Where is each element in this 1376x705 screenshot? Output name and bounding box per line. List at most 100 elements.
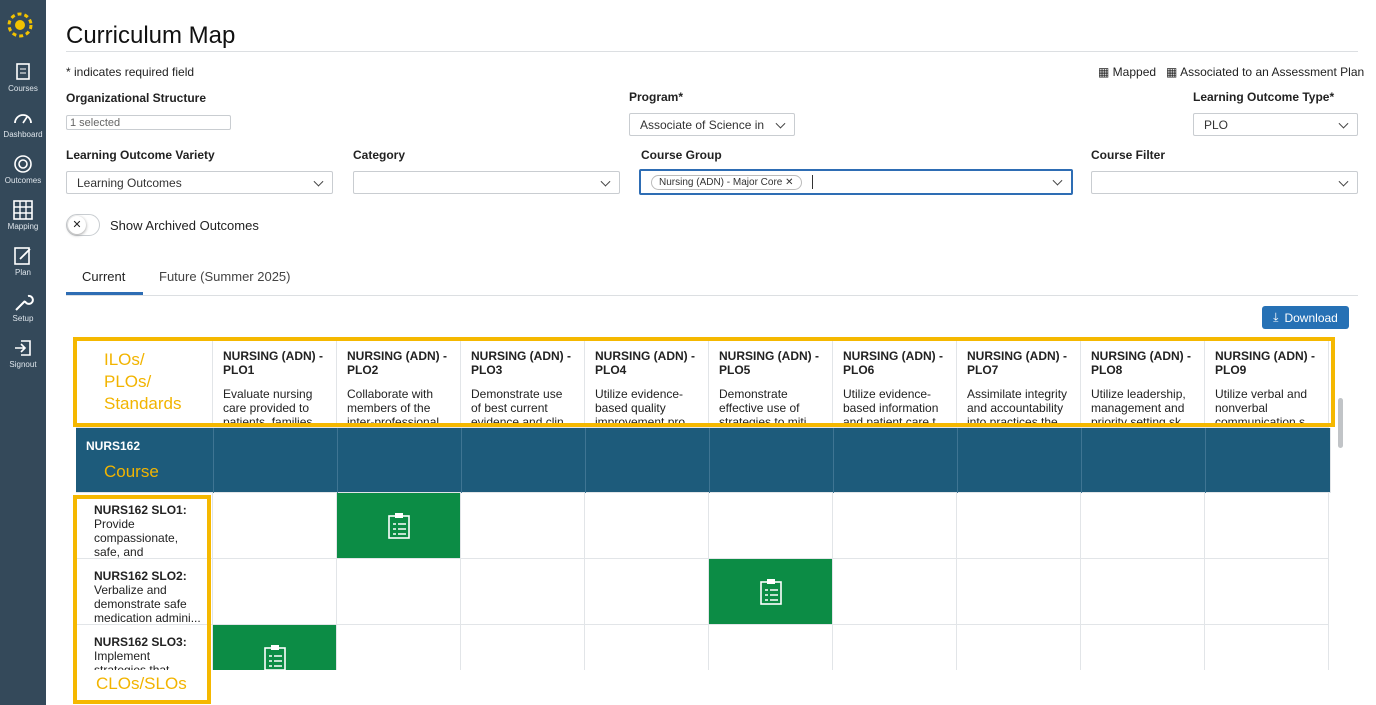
map-cell[interactable] (709, 625, 833, 670)
outcome-text: Assimilate integrity and accountability … (967, 387, 1068, 428)
outcome-code: NURSING (ADN) - PLO1 (223, 349, 323, 377)
course-filter-select[interactable] (1091, 171, 1358, 194)
map-cell[interactable] (833, 493, 957, 559)
corner-cell (76, 340, 213, 428)
logo (7, 12, 33, 38)
nav-item[interactable]: Courses (0, 62, 46, 93)
outcome-header: NURSING (ADN) - PLO3 Demonstrate use of b… (461, 340, 585, 428)
label: Organizational Structure (66, 91, 207, 105)
label: Course Group (641, 148, 722, 162)
tab[interactable]: Current (82, 269, 126, 284)
map-cell[interactable] (957, 625, 1081, 670)
page-title: Curriculum Map (66, 22, 236, 49)
button-text: Download (1284, 310, 1338, 325)
map-cell[interactable] (213, 559, 337, 625)
course-cell (461, 428, 585, 493)
map-cell[interactable] (461, 625, 585, 670)
nav-item[interactable]: Mapping (0, 200, 46, 231)
nav-item[interactable]: Plan (0, 246, 46, 277)
outcome-code: NURSING (ADN) - PLO4 (595, 349, 695, 377)
nav-label: Dashboard (3, 130, 43, 139)
legend-text: Associated to an Assessment Plan (1180, 65, 1365, 79)
course-cell (1205, 428, 1329, 493)
map-cell[interactable] (957, 559, 1081, 625)
label: Learning Outcome Variety (66, 148, 215, 162)
outcome-code: NURSING (ADN) - PLO3 (471, 349, 571, 377)
org-select[interactable]: 1 selected (66, 115, 231, 130)
chip-text: Nursing (ADN) - Major Core (659, 176, 783, 188)
slo-code: NURS162 SLO3: (94, 635, 187, 649)
nav-item[interactable]: Dashboard (0, 108, 46, 139)
outcome-code: NURSING (ADN) - PLO2 (347, 349, 447, 377)
nav-icon (13, 200, 33, 220)
outcome-text: Utilize verbal and nonverbal communicati… (1215, 387, 1308, 428)
map-cell[interactable] (833, 625, 957, 670)
course-cell (833, 428, 957, 493)
slo-code: NURS162 SLO1: (94, 503, 187, 517)
annotation-box (73, 337, 1335, 427)
map-cell[interactable] (1205, 559, 1329, 625)
outcome-code: NURSING (ADN) - PLO6 (843, 349, 943, 377)
category-select[interactable] (353, 171, 620, 194)
map-cell[interactable] (1081, 625, 1205, 670)
mapped-icon (759, 578, 782, 605)
annotation: CLOs/SLOs (96, 674, 187, 693)
nav-item[interactable]: Outcomes (0, 154, 46, 185)
annotation-box (73, 495, 211, 704)
map-cell[interactable] (337, 625, 461, 670)
tab[interactable]: Future (Summer 2025) (159, 269, 291, 284)
slo-text: Provide compassionate, safe, and cultura… (94, 517, 179, 559)
map-cell[interactable] (709, 493, 833, 559)
map-cell[interactable] (1081, 559, 1205, 625)
mapped-cell[interactable] (337, 493, 461, 559)
nav-label: Setup (12, 314, 34, 323)
nav-label: Plan (14, 268, 31, 277)
course-cell (1081, 428, 1205, 493)
download-button[interactable]: ⤓ Download (1262, 306, 1349, 329)
slo-text: Verbalize and demonstrate safe medicatio… (94, 583, 201, 625)
map-cell[interactable] (213, 493, 337, 559)
course-cell (957, 428, 1081, 493)
nav-item[interactable]: Signout (0, 338, 46, 369)
variety-select[interactable]: Learning Outcomes (66, 171, 333, 194)
mapped-cell[interactable] (709, 559, 833, 625)
map-cell[interactable] (461, 493, 585, 559)
map-cell[interactable] (1081, 493, 1205, 559)
select-value: Learning Outcomes (77, 175, 182, 190)
nav-label: Courses (8, 84, 38, 93)
outcome-row-header: NURS162 SLO3:Implement strategies that m… (76, 625, 213, 670)
label: Program* (629, 90, 684, 104)
map-cell[interactable] (337, 559, 461, 625)
nav-label: Mapping (7, 222, 39, 231)
course-group-select[interactable]: Nursing (ADN) - Major Core ✕ (639, 169, 1073, 195)
mapped-cell[interactable] (213, 625, 337, 670)
map-cell[interactable] (585, 559, 709, 625)
legend-associated: ▦ Associated to an Assessment Plan (1166, 65, 1365, 79)
outcome-row-header: NURS162 SLO2: Verbalize and demonstrate s… (76, 559, 213, 625)
outcome-code: NURSING (ADN) - PLO8 (1091, 349, 1191, 377)
program-select[interactable]: Associate of Science in (629, 113, 795, 136)
nav-icon (14, 247, 31, 265)
map-cell[interactable] (585, 493, 709, 559)
nav-icon (14, 155, 32, 173)
map-cell[interactable] (1205, 625, 1329, 670)
nav-item[interactable]: Setup (0, 292, 46, 323)
divider (66, 295, 1358, 296)
map-cell[interactable] (833, 559, 957, 625)
legend-text: Mapped (1112, 65, 1157, 79)
type-select[interactable]: PLO (1193, 113, 1358, 136)
slo-code: NURS162 SLO2: (94, 569, 187, 583)
required-note: * indicates required field (66, 65, 195, 79)
nav-icon (15, 340, 31, 356)
toggle[interactable]: ✕ (66, 214, 100, 236)
course-cell (709, 428, 833, 493)
map-cell[interactable] (461, 559, 585, 625)
tab-indicator (66, 292, 143, 295)
outcome-code: NURSING (ADN) - PLO7 (967, 349, 1067, 377)
chip[interactable]: Nursing (ADN) - Major Core ✕ (651, 174, 802, 190)
mapped-icon (263, 644, 286, 670)
map-cell[interactable] (1205, 493, 1329, 559)
map-cell[interactable] (585, 625, 709, 670)
map-cell[interactable] (957, 493, 1081, 559)
